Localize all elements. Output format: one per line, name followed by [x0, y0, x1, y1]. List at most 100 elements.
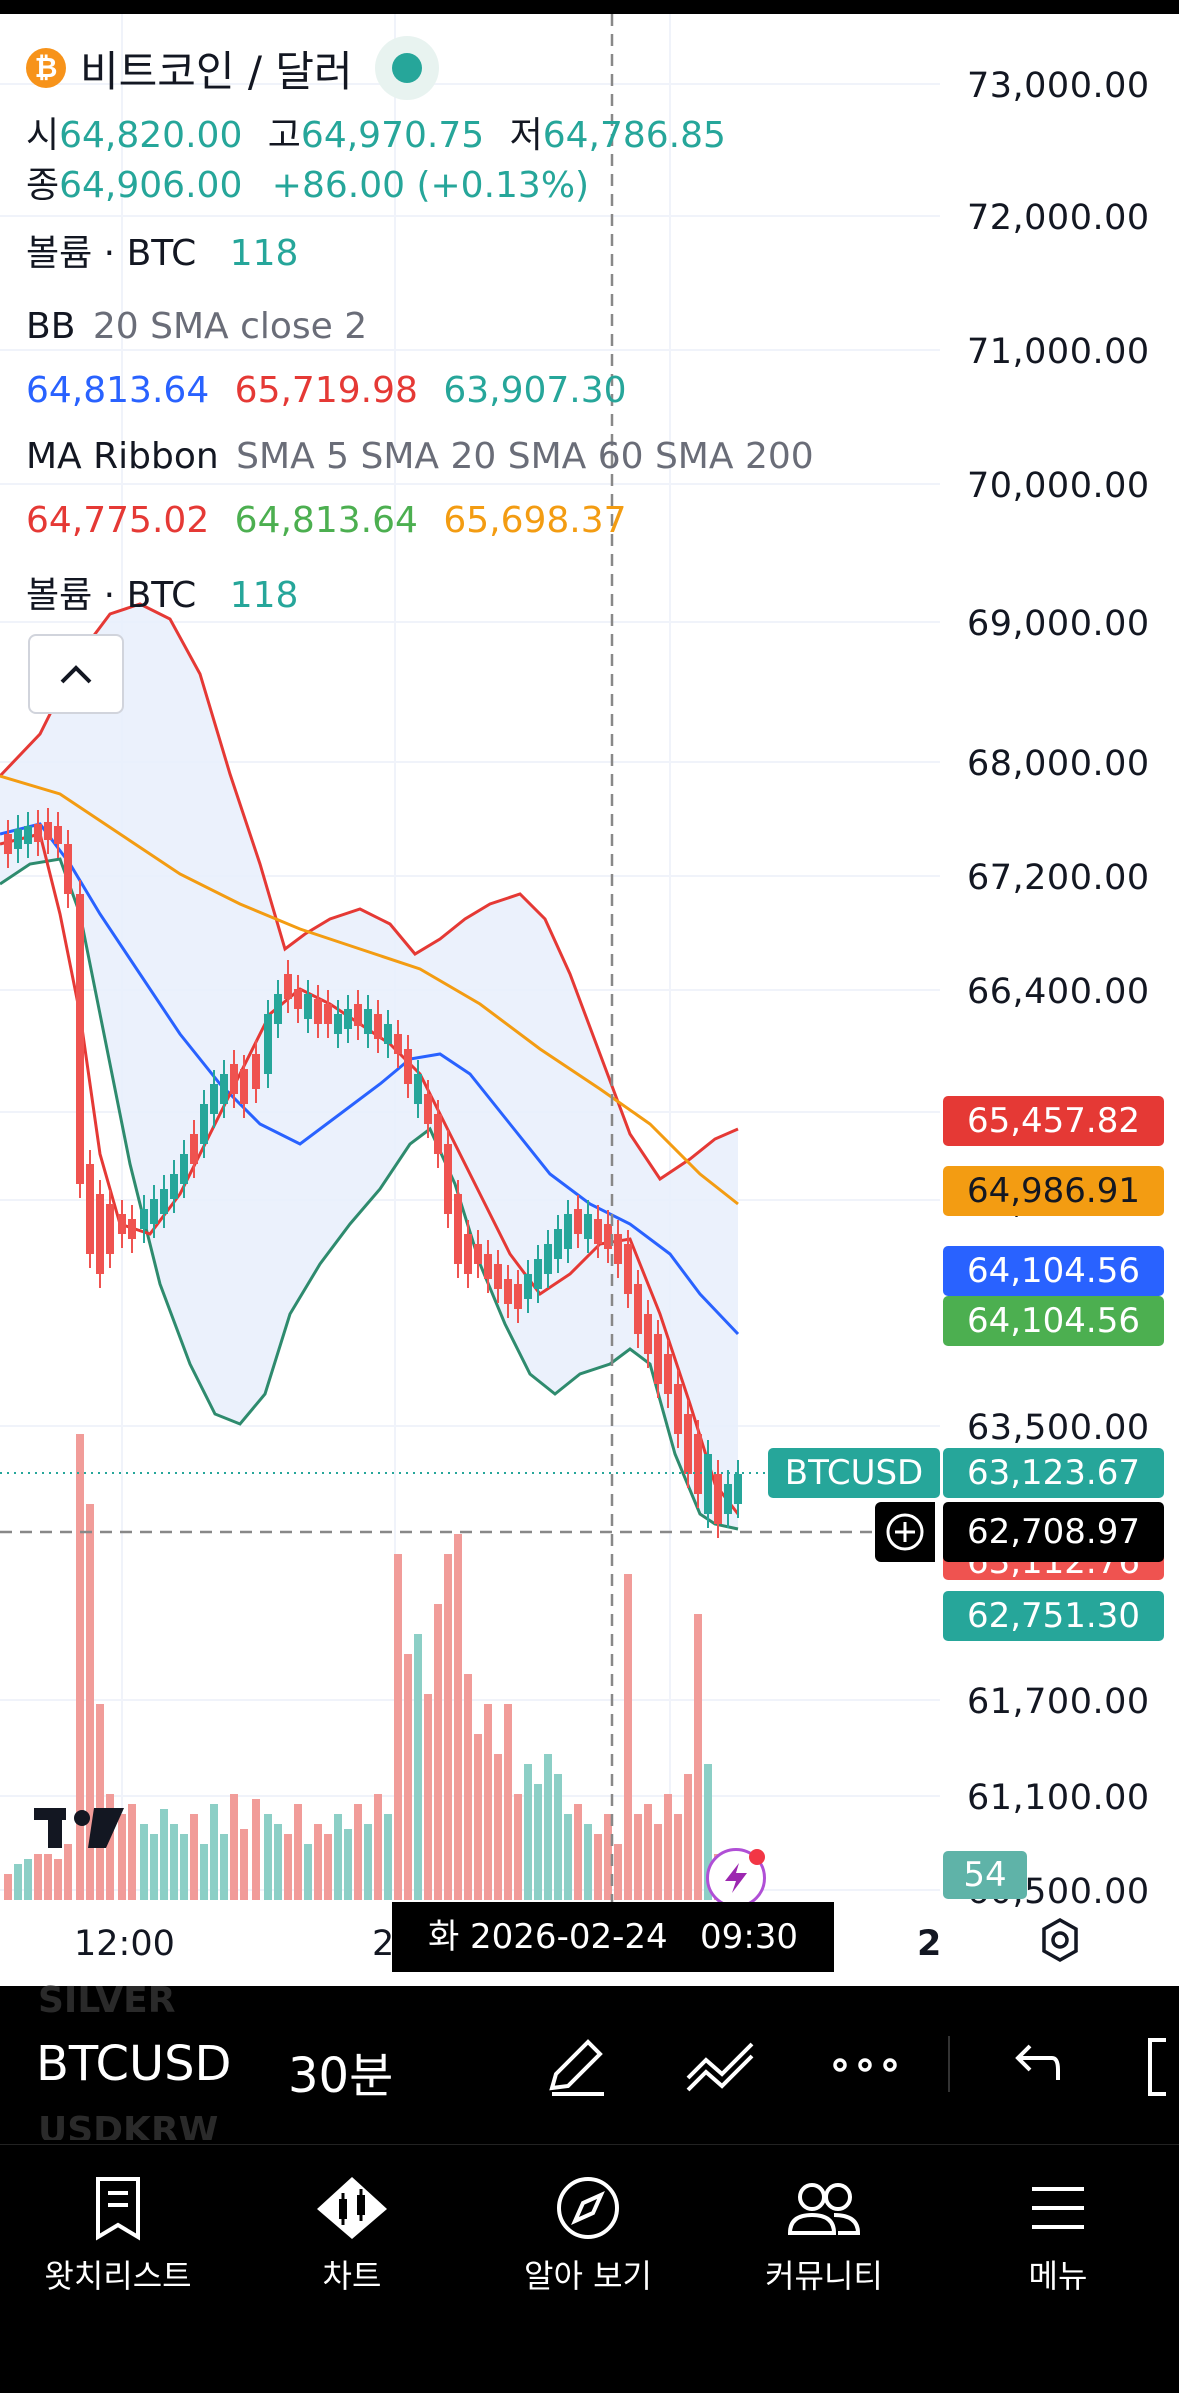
price-tick-label: 67,200.00 — [967, 858, 1150, 898]
volume-bar — [96, 1704, 104, 1900]
volume-bar — [160, 1809, 168, 1900]
volume-bar — [14, 1864, 22, 1900]
price-chart[interactable] — [0, 14, 1179, 1986]
time-label-right: 2 — [917, 1924, 942, 1964]
fullscreen-icon — [1148, 2038, 1166, 2096]
chart-area[interactable]: 73,000.00 72,000.00 71,000.00 70,000.00 69,0… — [0, 14, 1179, 1986]
volume-bar — [624, 1574, 632, 1900]
candle-body — [304, 994, 312, 1019]
volume-bar — [484, 1704, 492, 1900]
nav-watchlist[interactable]: 왓치리스트 — [28, 2175, 208, 2297]
candle-body — [14, 829, 22, 849]
volume-bar — [564, 1814, 572, 1900]
volume-bar — [494, 1754, 502, 1900]
ma-orange-badge: 64,986.91 — [943, 1166, 1164, 1216]
candle-body — [654, 1334, 662, 1384]
bb-upper-line — [0, 602, 739, 1182]
draw-tool-button[interactable] — [542, 2030, 612, 2104]
quick-action-button[interactable] — [706, 1848, 766, 1908]
volume-bar — [324, 1834, 332, 1900]
price-tick-label: 61,100.00 — [967, 1778, 1150, 1818]
chart-settings-button[interactable] — [1036, 1916, 1084, 1964]
candle-body — [454, 1194, 462, 1264]
volume-bar — [64, 1844, 72, 1900]
candle-body — [44, 822, 52, 840]
ohlc-row-1: 시64,820.00 고64,970.75 저64,786.85 — [26, 115, 726, 156]
volume-bar — [24, 1859, 32, 1900]
candle-body — [484, 1254, 492, 1279]
volume-bar — [220, 1834, 228, 1900]
time-label-mid: 2 — [372, 1924, 395, 1964]
ma-green-badge: 64,104.56 — [943, 1296, 1164, 1346]
collapse-legend-button[interactable] — [28, 634, 124, 714]
candle-body — [128, 1219, 136, 1239]
interval-selector[interactable]: 30분 — [288, 2048, 394, 2104]
volume-bar — [464, 1674, 472, 1900]
candle-body — [624, 1244, 632, 1294]
volume-bar — [34, 1854, 42, 1900]
candle-body — [534, 1259, 542, 1289]
ma-60-line — [0, 774, 739, 1206]
volume-legend-2[interactable]: 볼륨 · BTC 118 — [26, 575, 299, 616]
bollinger-band-fill — [0, 604, 738, 1529]
candle-body — [54, 826, 62, 844]
symbol-selector[interactable]: BTCUSD — [36, 2036, 232, 2092]
crosshair-time-badge: 화 2026-02-24 09:30 — [392, 1902, 834, 1972]
volume-bar — [180, 1834, 188, 1900]
volume-bar — [394, 1554, 402, 1900]
candle-body — [240, 1069, 248, 1104]
nav-community[interactable]: 커뮤니티 — [734, 2175, 914, 2297]
volume-bar — [444, 1554, 452, 1900]
market-status-icon[interactable] — [374, 36, 439, 100]
volume-bar — [424, 1694, 432, 1900]
crosshair-add-button[interactable] — [875, 1502, 935, 1562]
candle-body — [634, 1284, 642, 1334]
candle-body — [160, 1189, 168, 1214]
gear-icon — [1042, 1917, 1078, 1963]
volume-bar — [284, 1834, 292, 1900]
candle-body — [118, 1214, 126, 1234]
price-tick-label: 66,400.00 — [967, 972, 1150, 1012]
ghost-symbol-1: SILVER — [38, 1980, 176, 2021]
undo-button[interactable] — [1004, 2030, 1064, 2104]
price-tick-label: 68,000.00 — [967, 744, 1150, 784]
volume-bar — [86, 1504, 94, 1900]
volume-bar — [674, 1814, 682, 1900]
candle-body — [34, 824, 42, 842]
nav-explore[interactable]: 알아 보기 — [498, 2175, 678, 2297]
candle-body — [384, 1024, 392, 1044]
candle-body — [674, 1384, 682, 1434]
volume-bar — [504, 1704, 512, 1900]
symbol-badge: BTCUSD — [768, 1448, 940, 1498]
volume-bar — [644, 1804, 652, 1900]
volume-bar — [252, 1799, 260, 1900]
chart-nav-icon — [317, 2177, 387, 2239]
ma-ribbon-legend[interactable]: MA Ribbon SMA 5 SMA 20 SMA 60 SMA 200 — [26, 436, 814, 477]
volume-bar — [264, 1814, 272, 1900]
candle-body — [684, 1414, 692, 1474]
candle-body — [374, 1014, 382, 1039]
volume-bar — [374, 1794, 382, 1900]
symbol-title[interactable]: 비트코인 / 달러 — [80, 46, 353, 96]
candle-body — [714, 1474, 722, 1524]
chart-toolbar: SILVER USDKRW BTCUSD 30분 — [0, 1980, 1179, 2144]
volume-legend[interactable]: 볼륨 · BTC 118 — [26, 233, 299, 274]
candle-body — [314, 999, 322, 1024]
volume-bar — [200, 1844, 208, 1900]
volume-bar — [54, 1859, 62, 1900]
volume-bar — [404, 1654, 412, 1900]
volume-bar — [384, 1814, 392, 1900]
volume-bar — [474, 1734, 482, 1900]
candle-body — [76, 894, 84, 1184]
volume-bar — [584, 1824, 592, 1900]
candle-body — [140, 1209, 148, 1229]
more-button[interactable] — [830, 2030, 900, 2104]
candle-body — [404, 1049, 412, 1084]
nav-menu[interactable]: 메뉴 — [968, 2175, 1148, 2297]
candle-body — [180, 1154, 188, 1184]
fullscreen-button[interactable] — [1146, 2036, 1179, 2102]
trendline-icon — [686, 2042, 754, 2092]
nav-chart[interactable]: 차트 — [262, 2175, 442, 2297]
bb-legend[interactable]: BB 20 SMA close 2 — [26, 306, 368, 347]
trend-tool-button[interactable] — [684, 2030, 758, 2104]
